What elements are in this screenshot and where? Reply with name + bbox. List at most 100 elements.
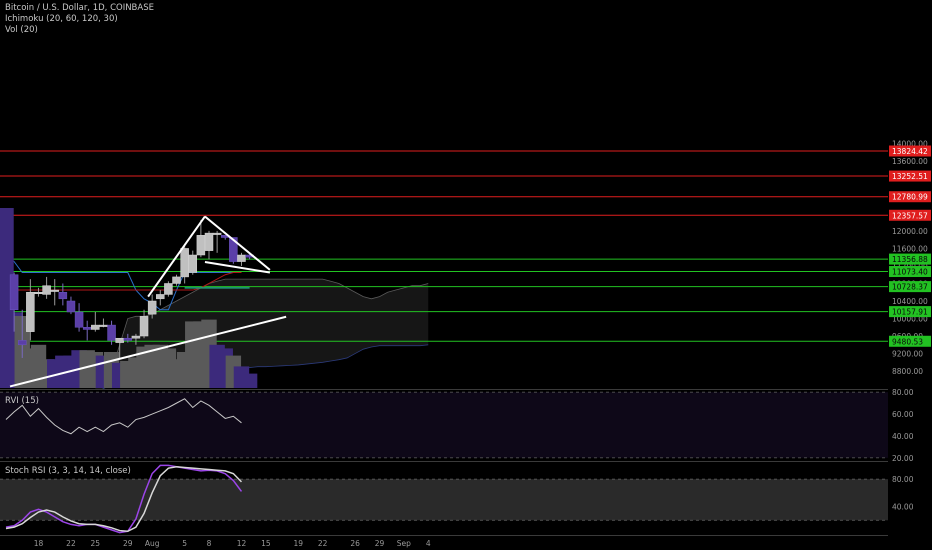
time-tick-label: 5 — [182, 539, 187, 548]
stoch-band — [0, 479, 888, 521]
level-price-tag — [889, 306, 931, 318]
candle-body[interactable] — [131, 335, 141, 339]
level-price-label: 12357.57 — [892, 211, 928, 220]
price-tick-label: 9200.00 — [892, 350, 923, 359]
level-price-label: 11073.40 — [892, 268, 928, 277]
rvi-tick-label: 80.00 — [892, 388, 914, 397]
candle-body[interactable] — [34, 291, 43, 294]
candle-body[interactable] — [123, 337, 133, 341]
level-price-label: 11356.88 — [892, 255, 928, 264]
time-tick-label: Sep — [397, 539, 411, 548]
price-tick-label: 11600.00 — [892, 244, 928, 253]
stoch-d-line — [5, 466, 243, 533]
long-trend-line — [9, 315, 287, 388]
level-price-label: 10157.91 — [892, 308, 928, 317]
symbol-title[interactable]: Bitcoin / U.S. Dollar, 1D, COINBASE — [5, 3, 154, 13]
time-tick-label: 12 — [237, 539, 247, 548]
candle-body[interactable] — [237, 254, 246, 262]
level-price-label: 9480.53 — [892, 337, 923, 346]
candlesticks[interactable] — [9, 219, 254, 358]
candle-body[interactable] — [139, 316, 149, 337]
candle-body[interactable] — [204, 232, 214, 251]
time-tick-label: 15 — [261, 539, 271, 548]
main-legend: Bitcoin / U.S. Dollar, 1D, COINBASE Ichi… — [5, 3, 154, 36]
volume-bar — [241, 373, 258, 388]
ichimoku-legend[interactable]: Ichimoku (20, 60, 120, 30) — [5, 14, 118, 24]
candle-body[interactable] — [9, 274, 19, 311]
rvi-line — [5, 398, 242, 435]
price-tick-label: 13600.00 — [892, 157, 928, 166]
level-price-tag — [889, 253, 931, 265]
level-price-tag — [889, 170, 931, 182]
level-price-tag — [889, 191, 931, 203]
price-tick-label: 10400.00 — [892, 297, 928, 306]
rvi-band — [0, 392, 888, 458]
time-axis-bg — [0, 536, 932, 550]
level-price-label: 10728.37 — [892, 283, 928, 292]
stoch-rsi-legend[interactable]: Stoch RSI (3, 3, 14, 14, close) — [5, 466, 131, 476]
candle-body[interactable] — [147, 300, 157, 315]
candle-body[interactable] — [196, 235, 206, 256]
level-price-tag — [889, 266, 931, 278]
rvi-tick-label: 60.00 — [892, 410, 914, 419]
triangle-lower-line — [204, 261, 271, 274]
rvi-tick-label: 40.00 — [892, 432, 914, 441]
time-tick-label: 26 — [350, 539, 360, 548]
trend-drawings[interactable] — [9, 215, 287, 388]
price-tick-label: 10000.00 — [892, 315, 928, 324]
candle-body[interactable] — [82, 327, 92, 330]
rising-leg-line — [147, 215, 206, 298]
level-price-tag — [889, 281, 931, 293]
candle-body[interactable] — [74, 311, 84, 328]
candle-body[interactable] — [17, 340, 27, 346]
price-tick-label: 8800.00 — [892, 367, 923, 376]
time-tick-label: 18 — [34, 539, 44, 548]
level-price-label: 13824.42 — [892, 147, 928, 156]
stoch-tick-label: 80.00 — [892, 475, 914, 484]
level-price-label: 12780.99 — [892, 193, 928, 202]
time-tick-label: 25 — [91, 539, 101, 548]
candle-body[interactable] — [99, 324, 108, 327]
candle-body[interactable] — [212, 232, 222, 235]
time-axis[interactable]: 18 22 25 29 Aug 5 8 12 15 19 22 26 29 Sep 4 — [0, 536, 932, 550]
candle-body[interactable] — [180, 248, 189, 278]
level-price-tag — [889, 335, 931, 347]
time-tick-label: 19 — [294, 539, 304, 548]
volume-legend[interactable]: Vol (20) — [5, 25, 38, 35]
candle-body[interactable] — [156, 294, 165, 300]
level-price-label: 13252.51 — [892, 172, 928, 181]
triangle-upper-line — [204, 215, 271, 271]
price-tick-label: 12000.00 — [892, 227, 928, 236]
price-axis[interactable]: 8800.009200.009600.0010000.0010400.00108… — [888, 0, 932, 550]
candle-body[interactable] — [172, 276, 181, 284]
candle-body[interactable] — [115, 337, 124, 343]
candle-body[interactable] — [107, 324, 116, 341]
cloud-top-line — [95, 278, 429, 376]
stoch-tick-label: 40.00 — [892, 503, 914, 512]
price-tick-label: 14000.00 — [892, 139, 928, 148]
candle-body[interactable] — [164, 283, 173, 295]
time-tick-label: 8 — [207, 539, 212, 548]
time-tick-label: Aug — [145, 539, 160, 548]
candle-body[interactable] — [91, 324, 100, 330]
candle-body[interactable] — [188, 254, 198, 273]
stoch-k-line — [5, 464, 243, 534]
rvi-tick-label: 20.00 — [892, 454, 914, 463]
volume-bars — [0, 208, 258, 388]
time-tick-label: 4 — [426, 539, 431, 548]
candle-body[interactable] — [229, 237, 238, 262]
time-tick-label: 29 — [123, 539, 133, 548]
candle-body[interactable] — [58, 291, 68, 300]
time-tick-label: 22 — [318, 539, 328, 548]
level-price-tag — [889, 145, 931, 157]
candle-body[interactable] — [66, 300, 76, 313]
candle-body[interactable] — [42, 285, 51, 295]
rvi-legend[interactable]: RVI (15) — [5, 396, 39, 406]
time-tick-label: 29 — [375, 539, 385, 548]
time-tick-label: 22 — [66, 539, 76, 548]
candle-body[interactable] — [26, 291, 35, 332]
indicator-panels — [0, 389, 932, 536]
candle-body[interactable] — [50, 289, 59, 292]
